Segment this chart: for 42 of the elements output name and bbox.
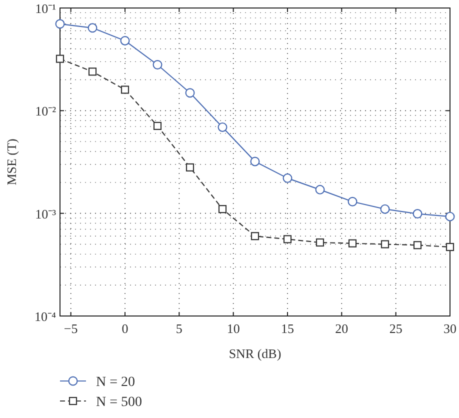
point bbox=[283, 235, 292, 244]
point bbox=[218, 205, 227, 214]
point bbox=[413, 241, 422, 250]
point bbox=[316, 238, 324, 247]
point bbox=[120, 36, 130, 46]
legend-label: N = 500 bbox=[96, 395, 142, 410]
y-tick-label: 10⁻⁴ bbox=[34, 309, 56, 324]
x-tick-label: 30 bbox=[444, 321, 456, 336]
point bbox=[445, 212, 455, 222]
point bbox=[250, 156, 260, 166]
point bbox=[120, 86, 130, 94]
point bbox=[348, 196, 358, 206]
y-tick-label: 10⁻² bbox=[35, 104, 56, 119]
point bbox=[282, 173, 292, 183]
y-tick-label: 10⁻³ bbox=[35, 206, 56, 222]
point bbox=[185, 88, 195, 98]
y-axis-title: MSE (T) bbox=[4, 138, 19, 186]
x-tick-label: 0 bbox=[122, 321, 128, 336]
point bbox=[250, 232, 260, 240]
x-tick-label: −5 bbox=[64, 321, 78, 336]
x-axis-title: SNR (dB) bbox=[228, 346, 282, 361]
x-tick-label: 10 bbox=[226, 321, 240, 336]
y-tick-label: 10⁻¹ bbox=[35, 1, 56, 16]
point bbox=[446, 242, 454, 252]
point bbox=[88, 23, 98, 33]
x-tick-label: 15 bbox=[281, 321, 294, 336]
point bbox=[186, 163, 194, 172]
x-tick-label: 20 bbox=[335, 321, 348, 336]
point bbox=[380, 240, 390, 248]
point bbox=[55, 19, 65, 29]
point bbox=[412, 209, 422, 219]
point bbox=[88, 68, 97, 76]
point bbox=[315, 184, 325, 194]
point bbox=[152, 60, 162, 70]
point bbox=[218, 122, 228, 132]
point bbox=[348, 239, 357, 248]
point bbox=[56, 54, 64, 63]
point bbox=[380, 204, 390, 214]
point bbox=[153, 122, 162, 130]
legend-label: N = 20 bbox=[96, 375, 136, 390]
x-tick-label: 5 bbox=[176, 321, 182, 336]
x-tick-label: 25 bbox=[389, 321, 402, 336]
